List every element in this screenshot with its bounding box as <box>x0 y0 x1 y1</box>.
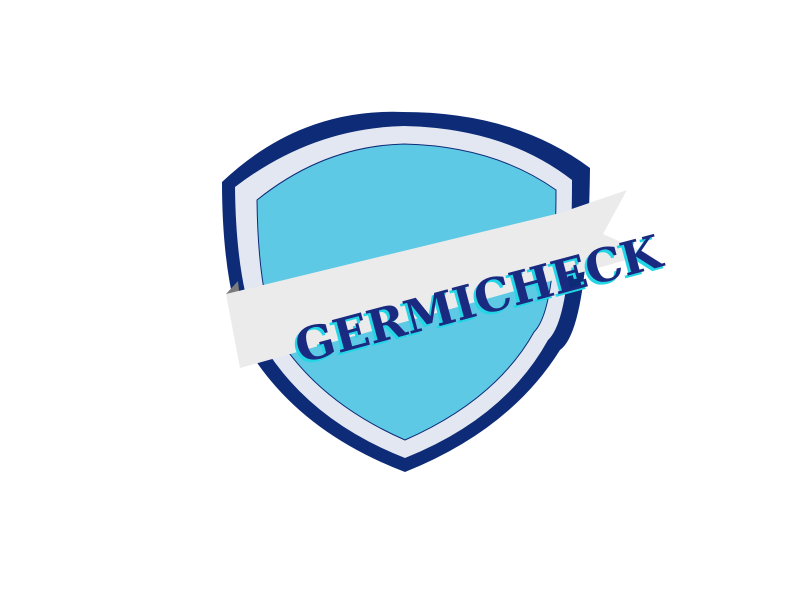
banner-ribbon-shape <box>226 190 648 368</box>
